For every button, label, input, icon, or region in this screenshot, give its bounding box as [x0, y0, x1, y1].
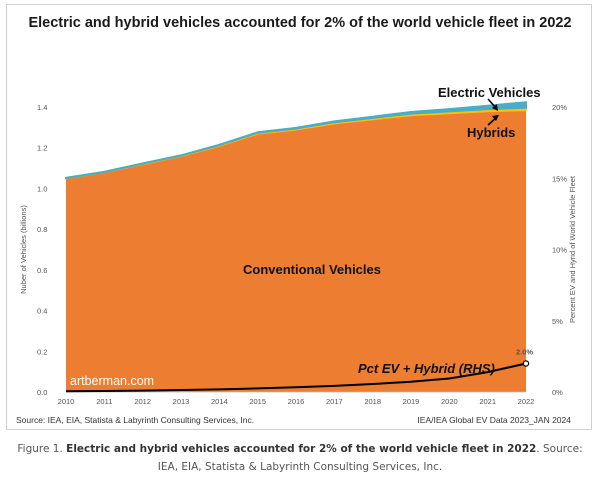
label-electric-vehicles: Electric Vehicles — [438, 85, 541, 100]
x-tick-label: 2019 — [403, 397, 420, 406]
y2-tick-label: 20% — [552, 103, 567, 112]
caption-bold: Electric and hybrid vehicles accounted f… — [66, 443, 537, 455]
y2-tick-label: 0% — [552, 388, 563, 397]
y-axis-title: Nuber of Vehicles (billions) — [19, 205, 28, 294]
area-conventional-vehicles — [66, 110, 526, 392]
y-tick-label: 1.2 — [37, 144, 47, 153]
watermark-text: artberman.com — [70, 374, 154, 388]
footer-source-right: IEA/IEA Global EV Data 2023_JAN 2024 — [417, 415, 571, 425]
y-tick-label: 0.4 — [37, 307, 47, 316]
x-tick-label: 2016 — [288, 397, 305, 406]
caption-prefix: Figure 1. — [17, 443, 67, 455]
data-label-2-0-pct: 2.0% — [516, 348, 533, 357]
label-pct-ev-hybrid: Pct EV + Hybrid (RHS) — [358, 361, 495, 376]
y-tick-label: 1.4 — [37, 103, 47, 112]
y2-tick-label: 5% — [552, 317, 563, 326]
caption-suffix: . Source: IEA, EIA, Statista & Labyrinth… — [157, 443, 583, 473]
x-tick-label: 2012 — [134, 397, 151, 406]
arrowhead-electric-vehicles — [492, 104, 498, 111]
y-tick-label: 0.6 — [37, 266, 47, 275]
label-hybrids: Hybrids — [467, 125, 515, 140]
x-tick-label: 2018 — [364, 397, 381, 406]
x-tick-label: 2021 — [479, 397, 496, 406]
y2-axis-title: Percent EV and Hyrid of World Vehicle Fl… — [568, 175, 577, 323]
y-tick-label: 0.2 — [37, 347, 47, 356]
arrowhead-hybrids — [492, 115, 499, 121]
area-electric-vehicles — [64, 101, 528, 180]
y-tick-label: 1.0 — [37, 184, 47, 193]
y-tick-label: 0.8 — [37, 225, 47, 234]
y2-tick-label: 10% — [552, 246, 567, 255]
x-tick-label: 2013 — [173, 397, 190, 406]
x-tick-label: 2020 — [441, 397, 458, 406]
series-end-point — [522, 360, 530, 367]
x-tick-label: 2017 — [326, 397, 343, 406]
chart-title: Electric and hybrid vehicles accounted f… — [28, 15, 572, 31]
x-tick-label: 2022 — [518, 397, 535, 406]
y2-tick-label: 15% — [552, 174, 567, 183]
x-tick-label: 2015 — [249, 397, 266, 406]
footer-source-left: Source: IEA, EIA, Statista & Labyrinth C… — [16, 415, 254, 425]
figure-caption: Figure 1. Electric and hybrid vehicles a… — [10, 440, 590, 476]
y-tick-label: 0.0 — [37, 388, 47, 397]
x-tick-label: 2010 — [58, 397, 75, 406]
series-line-pct-ev-hybrid — [65, 362, 527, 393]
label-conventional-vehicles: Conventional Vehicles — [243, 262, 381, 277]
x-tick-label: 2011 — [96, 397, 112, 406]
x-tick-label: 2014 — [211, 397, 228, 406]
chart-svg: 0.0 0.2 0.4 0.6 0.8 1.0 1.2 1.4 0% 5% 10% 15% 20% 201… — [16, 85, 577, 425]
